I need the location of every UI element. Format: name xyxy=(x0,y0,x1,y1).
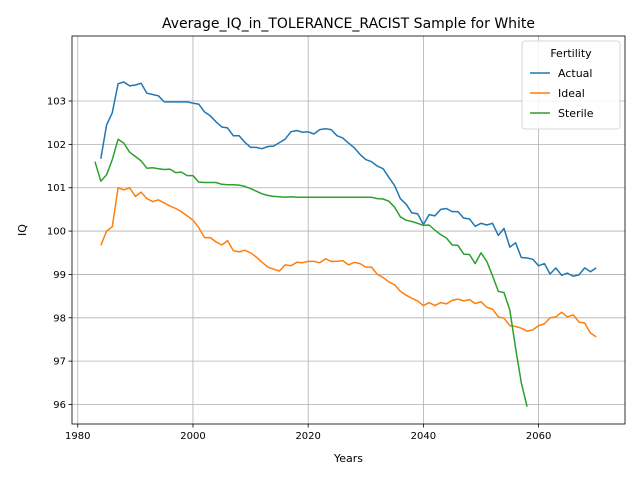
x-tick-label: 1980 xyxy=(65,431,90,442)
x-tick-label: 2000 xyxy=(180,431,205,442)
legend-box xyxy=(521,40,621,130)
y-tick-label: 98 xyxy=(53,313,66,324)
legend-label-sterile: Sterile xyxy=(558,107,594,120)
series-line-actual xyxy=(100,81,597,277)
x-axis: 1980 2000 2020 2040 2060 xyxy=(65,424,551,442)
chart-title: Average_IQ_in_TOLERANCE_RACIST Sample fo… xyxy=(162,16,535,32)
legend: Fertility Actual Ideal Sterile xyxy=(521,40,621,130)
y-axis: 96 97 98 99 100 101 102 103 xyxy=(47,97,72,411)
legend-title: Fertility xyxy=(550,47,592,60)
y-tick-label: 96 xyxy=(53,400,66,411)
grid-lines xyxy=(72,36,625,424)
x-tick-label: 2060 xyxy=(526,431,551,442)
x-axis-label: Years xyxy=(333,452,363,465)
y-tick-label: 97 xyxy=(53,357,66,368)
legend-label-ideal: Ideal xyxy=(558,87,585,100)
x-tick-label: 2040 xyxy=(411,431,436,442)
legend-label-actual: Actual xyxy=(558,67,592,80)
y-tick-label: 100 xyxy=(47,227,66,238)
y-tick-label: 99 xyxy=(53,270,66,281)
series-lines xyxy=(94,81,597,407)
series-line-ideal xyxy=(100,186,597,338)
x-tick-label: 2020 xyxy=(295,431,320,442)
plot-frame xyxy=(71,35,626,425)
y-tick-label: 103 xyxy=(47,97,66,108)
y-axis-label: IQ xyxy=(16,224,29,236)
y-tick-label: 102 xyxy=(47,140,66,151)
y-tick-label: 101 xyxy=(47,183,66,194)
series-line-sterile xyxy=(94,138,528,407)
